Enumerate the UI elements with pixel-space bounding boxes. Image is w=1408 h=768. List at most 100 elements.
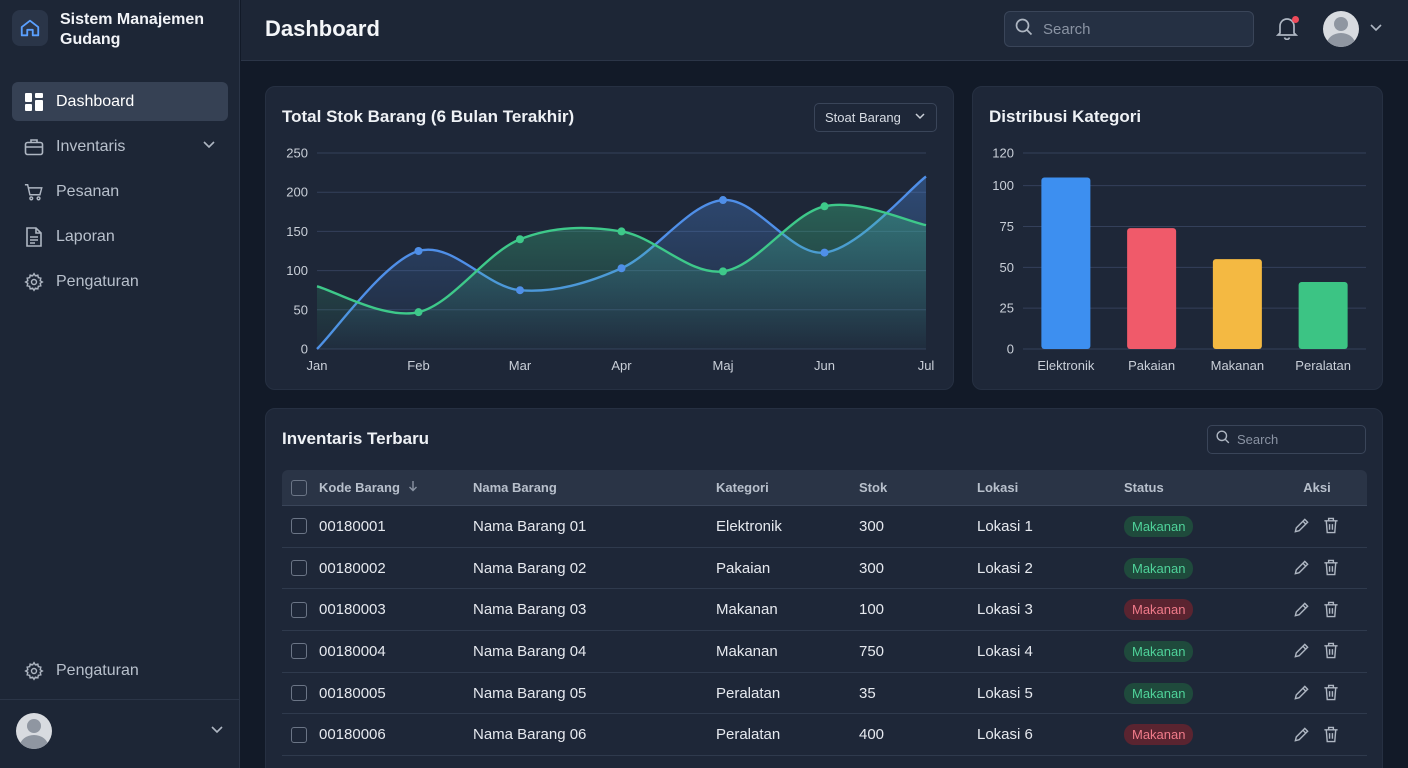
column-header-kode[interactable]: Kode Barang: [319, 480, 473, 495]
cell-nama: Nama Barang 01: [473, 517, 587, 535]
row-checkbox-cell: [282, 560, 319, 577]
data-point: [820, 248, 829, 257]
row-checkbox-cell: [282, 643, 319, 660]
cell-kategori: Pakaian: [716, 559, 771, 577]
data-point: [617, 227, 626, 236]
cell-aksi: [1267, 684, 1367, 702]
data-point: [820, 202, 829, 211]
sidebar-item-laporan[interactable]: Laporan: [12, 217, 228, 256]
sidebar-item-inventaris[interactable]: Inventaris: [12, 127, 228, 166]
row-checkbox[interactable]: [291, 560, 307, 577]
card-title: Total Stok Barang (6 Bulan Terakhir): [282, 107, 575, 126]
card-title: Distribusi Kategori: [989, 107, 1142, 126]
table-search-input[interactable]: [1237, 432, 1357, 447]
cell-lokasi: Lokasi 2: [977, 559, 1033, 577]
sidebar-item-label: Pengaturan: [56, 661, 139, 679]
row-checkbox[interactable]: [291, 726, 307, 743]
briefcase-icon: [24, 137, 44, 157]
chevron-down-icon[interactable]: [1369, 20, 1383, 39]
card-title: Inventaris Terbaru: [282, 429, 430, 448]
divider: [0, 699, 240, 700]
row-checkbox[interactable]: [291, 518, 307, 535]
stock-chart-card: Total Stok Barang (6 Bulan Terakhir) Sto…: [265, 86, 954, 390]
header-search[interactable]: [1004, 11, 1254, 47]
chart-filter-select[interactable]: Stoat Barang: [814, 103, 937, 132]
sidebar-item-label: Inventaris: [56, 137, 126, 155]
sidebar-item-pengaturan[interactable]: Pengaturan: [12, 262, 228, 301]
x-tick-label: Peralatan: [1295, 358, 1351, 373]
cell-nama: Nama Barang 03: [473, 601, 587, 619]
search-input[interactable]: [1043, 20, 1233, 38]
avatar[interactable]: [1323, 11, 1359, 47]
y-tick-label: 100: [992, 178, 1014, 193]
column-header-lokasi[interactable]: Lokasi: [977, 480, 1019, 495]
chevron-down-icon[interactable]: [202, 137, 216, 156]
notification-button[interactable]: [1275, 16, 1300, 42]
dashboard-icon: [24, 92, 44, 112]
trash-icon[interactable]: [1323, 684, 1341, 702]
x-tick-label: Pakaian: [1128, 358, 1175, 373]
table-row[interactable]: 00180006 Nama Barang 06 Peralatan 400 Lokasi…: [282, 714, 1367, 757]
home-icon[interactable]: [12, 10, 48, 46]
row-checkbox[interactable]: [291, 643, 307, 660]
sidebar-user-menu[interactable]: [16, 713, 224, 749]
cell-stok: 400: [859, 726, 885, 744]
x-tick-label: Makanan: [1211, 358, 1264, 373]
cell-kode: 00180003: [319, 601, 386, 619]
cell-stok: 300: [859, 517, 885, 535]
edit-icon[interactable]: [1293, 684, 1311, 702]
edit-icon[interactable]: [1293, 601, 1311, 619]
table-search[interactable]: [1207, 425, 1366, 454]
chevron-down-icon[interactable]: [210, 722, 224, 741]
table-row[interactable]: 00180004 Nama Barang 04 Makanan 750 Lokasi 4…: [282, 631, 1367, 673]
edit-icon[interactable]: [1293, 642, 1311, 660]
cell-aksi: [1267, 559, 1367, 577]
row-checkbox-cell: [282, 518, 319, 535]
y-tick-label: 0: [1007, 342, 1014, 357]
sidebar-item-dashboard[interactable]: Dashboard: [12, 82, 228, 121]
sidebar-item-pesanan[interactable]: Pesanan: [12, 172, 228, 211]
table-row[interactable]: 00180005 Nama Barang 05 Peralatan 35 Lokasi …: [282, 673, 1367, 715]
sidebar: Sistem Manajemen Gudang Dashboard Invent…: [0, 0, 240, 768]
select-all-checkbox[interactable]: [291, 479, 307, 496]
trash-icon[interactable]: [1323, 642, 1341, 660]
cell-lokasi: Lokasi 6: [977, 726, 1033, 744]
stock-line-chart: 0 50 100 150 200 250 Jan Feb Mar Apr Maj Jun Jul: [286, 146, 934, 374]
bar-pakaian: [1127, 228, 1177, 349]
table-row[interactable]: 00180001 Nama Barang 01 Elektronik 300 Lokas…: [282, 506, 1367, 548]
column-header-status[interactable]: Status: [1124, 480, 1164, 495]
sidebar-item-label: Pengaturan: [56, 272, 139, 290]
sidebar-item-pengaturan-bottom[interactable]: Pengaturan: [12, 651, 228, 690]
trash-icon[interactable]: [1323, 559, 1341, 577]
trash-icon[interactable]: [1323, 601, 1341, 619]
edit-icon[interactable]: [1293, 726, 1311, 744]
cell-status: Makanan: [1124, 682, 1267, 704]
table-row[interactable]: 00180002 Nama Barang 02 Pakaian 300 Lokasi 2…: [282, 548, 1367, 590]
brand: Sistem Manajemen Gudang: [12, 10, 220, 50]
cell-stok: 35: [859, 684, 876, 702]
gear-icon: [24, 271, 44, 292]
cart-icon: [24, 182, 44, 202]
row-checkbox[interactable]: [291, 601, 307, 618]
category-chart-card: Distribusi Kategori 0 25 50 75 100 120 Elektro…: [972, 86, 1383, 390]
sort-arrow-icon[interactable]: [408, 480, 418, 495]
bar-peralatan: [1298, 282, 1348, 349]
cell-aksi: [1267, 601, 1367, 619]
column-header-nama[interactable]: Nama Barang: [473, 480, 557, 495]
column-header-kategori[interactable]: Kategori: [716, 480, 769, 495]
cell-stok: 750: [859, 642, 885, 660]
edit-icon[interactable]: [1293, 559, 1311, 577]
row-checkbox[interactable]: [291, 685, 307, 702]
y-tick-label: 250: [286, 146, 308, 161]
edit-icon[interactable]: [1293, 517, 1311, 535]
trash-icon[interactable]: [1323, 726, 1341, 744]
bar-makanan: [1212, 259, 1262, 349]
trash-icon[interactable]: [1323, 517, 1341, 535]
cell-kode: 00180004: [319, 642, 386, 660]
avatar[interactable]: [16, 713, 52, 749]
cell-nama: Nama Barang 06: [473, 726, 587, 744]
sidebar-item-label: Dashboard: [56, 92, 135, 110]
column-header-stok[interactable]: Stok: [859, 480, 888, 495]
table-row[interactable]: 00180003 Nama Barang 03 Makanan 100 Lokasi 3…: [282, 589, 1367, 632]
header-user-menu[interactable]: [1323, 11, 1383, 47]
